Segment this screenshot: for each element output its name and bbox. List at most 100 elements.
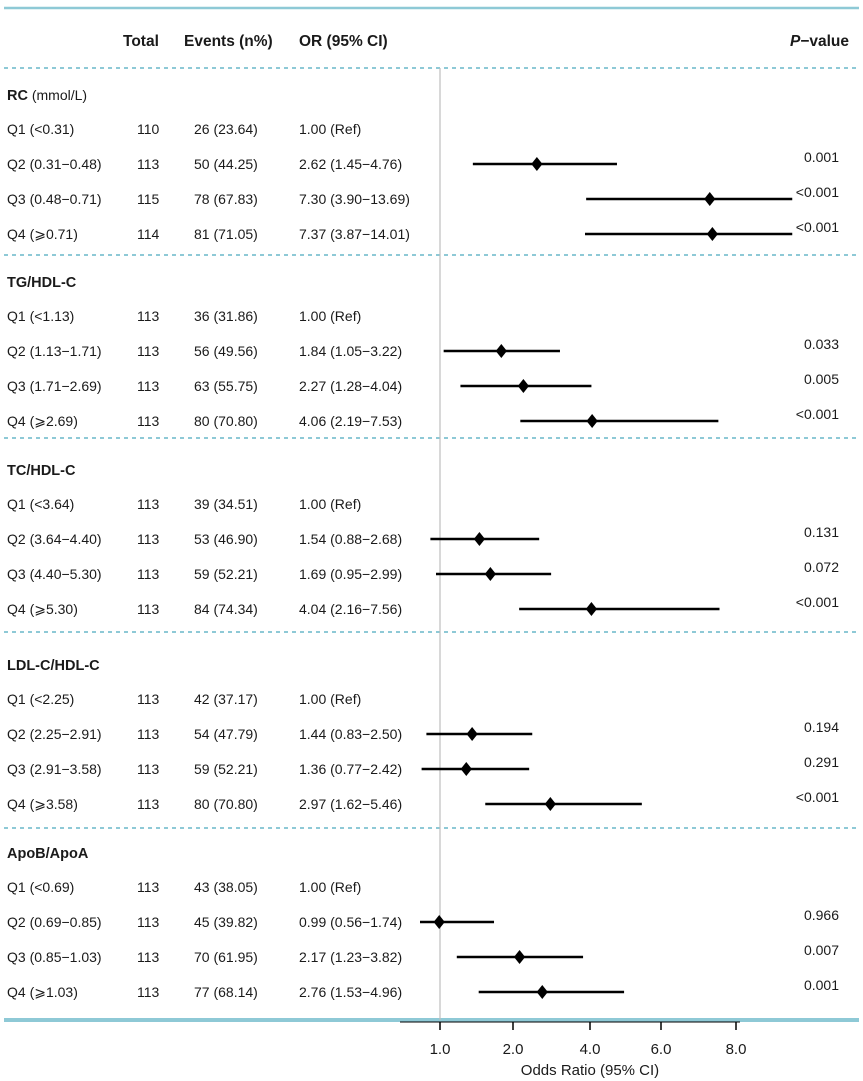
row-p-value: 0.001 <box>804 149 839 165</box>
row-or-ci: 1.00 (Ref) <box>299 879 361 895</box>
or-point <box>706 227 718 241</box>
row-or-ci: 1.00 (Ref) <box>299 308 361 324</box>
row-events: 81 (71.05) <box>194 226 258 242</box>
group-label: TC/HDL-C <box>7 463 76 479</box>
row-or-ci: 7.30 (3.90−13.69) <box>299 191 410 207</box>
or-point <box>495 344 507 358</box>
row-events: 78 (67.83) <box>194 191 258 207</box>
x-tick-label: 2.0 <box>503 1041 524 1058</box>
row-label: Q1 (<1.13) <box>7 308 74 324</box>
row-total: 114 <box>137 226 160 242</box>
group-name: LDL-C/HDL-C <box>7 658 100 674</box>
row-or-ci: 1.00 (Ref) <box>299 496 361 512</box>
row-total: 113 <box>137 984 160 1000</box>
row-p-value: <0.001 <box>796 219 839 235</box>
or-point <box>586 414 598 428</box>
row-or-ci: 0.99 (0.56−1.74) <box>299 914 402 930</box>
row-label: Q3 (2.91−3.58) <box>7 761 102 777</box>
row-label: Q1 (<0.31) <box>7 121 74 137</box>
row-p-value: 0.194 <box>804 719 839 735</box>
row-p-value: 0.072 <box>804 559 839 575</box>
row-events: 70 (61.95) <box>194 949 258 965</box>
row-events: 84 (74.34) <box>194 601 258 617</box>
row-p-value: 0.131 <box>804 524 839 540</box>
row-label: Q4 (⩾2.69) <box>7 413 78 429</box>
row-or-ci: 4.04 (2.16−7.56) <box>299 601 402 617</box>
row-events: 59 (52.21) <box>194 761 258 777</box>
row-total: 113 <box>137 879 160 895</box>
row-label: Q1 (<3.64) <box>7 496 74 512</box>
row-p-value: 0.966 <box>804 907 839 923</box>
row-events: 45 (39.82) <box>194 914 258 930</box>
row-events: 39 (34.51) <box>194 496 258 512</box>
row-total: 113 <box>137 308 160 324</box>
row-events: 53 (46.90) <box>194 531 258 547</box>
row-events: 42 (37.17) <box>194 691 258 707</box>
group-name: ApoB/ApoA <box>7 846 89 862</box>
or-point <box>544 797 556 811</box>
row-p-value: <0.001 <box>796 406 839 422</box>
row-label: Q1 (<0.69) <box>7 879 74 895</box>
row-label: Q4 (⩾0.71) <box>7 226 78 242</box>
row-label: Q3 (0.48−0.71) <box>7 191 102 207</box>
header-or: OR (95% CI) <box>299 33 388 50</box>
row-or-ci: 4.06 (2.19−7.53) <box>299 413 402 429</box>
row-total: 113 <box>137 343 160 359</box>
row-total: 113 <box>137 378 160 394</box>
or-point <box>460 762 472 776</box>
row-events: 80 (70.80) <box>194 413 258 429</box>
row-total: 113 <box>137 914 160 930</box>
row-total: 113 <box>137 496 160 512</box>
header-total: Total <box>123 33 159 50</box>
row-label: Q4 (⩾5.30) <box>7 601 78 617</box>
row-events: 56 (49.56) <box>194 343 258 359</box>
row-or-ci: 2.76 (1.53−4.96) <box>299 984 402 1000</box>
row-events: 59 (52.21) <box>194 566 258 582</box>
row-label: Q2 (1.13−1.71) <box>7 343 102 359</box>
row-label: Q3 (4.40−5.30) <box>7 566 102 582</box>
row-label: Q1 (<2.25) <box>7 691 74 707</box>
row-events: 77 (68.14) <box>194 984 258 1000</box>
or-point <box>531 157 543 171</box>
header-p-italic: P <box>790 33 801 50</box>
row-p-value: 0.291 <box>804 754 839 770</box>
row-or-ci: 1.69 (0.95−2.99) <box>299 566 402 582</box>
row-events: 80 (70.80) <box>194 796 258 812</box>
or-point <box>513 950 526 964</box>
row-label: Q2 (0.69−0.85) <box>7 914 102 930</box>
row-total: 113 <box>137 726 160 742</box>
row-total: 113 <box>137 566 160 582</box>
row-p-value: <0.001 <box>796 789 839 805</box>
header-p-value: P−value <box>790 33 849 50</box>
row-p-value: <0.001 <box>796 184 839 200</box>
row-p-value: 0.033 <box>804 336 839 352</box>
row-total: 113 <box>137 413 160 429</box>
group-label: LDL-C/HDL-C <box>7 658 100 674</box>
row-label: Q4 (⩾3.58) <box>7 796 78 812</box>
row-or-ci: 1.84 (1.05−3.22) <box>299 343 402 359</box>
row-label: Q2 (3.64−4.40) <box>7 531 102 547</box>
x-tick-label: 8.0 <box>726 1041 747 1058</box>
group-name: TC/HDL-C <box>7 463 76 479</box>
row-events: 54 (47.79) <box>194 726 258 742</box>
row-events: 43 (38.05) <box>194 879 258 895</box>
row-total: 113 <box>137 691 160 707</box>
row-total: 110 <box>137 121 160 137</box>
group-name: RC <box>7 88 28 104</box>
group-label: ApoB/ApoA <box>7 846 89 862</box>
row-or-ci: 7.37 (3.87−14.01) <box>299 226 410 242</box>
row-p-value: <0.001 <box>796 594 839 610</box>
row-total: 113 <box>137 156 160 172</box>
or-point <box>585 602 598 616</box>
row-or-ci: 1.44 (0.83−2.50) <box>299 726 402 742</box>
group-unit: (mmol/L) <box>28 87 87 103</box>
row-or-ci: 2.17 (1.23−3.82) <box>299 949 402 965</box>
header-p-rest: −value <box>800 33 849 50</box>
or-point <box>704 192 716 206</box>
row-or-ci: 2.62 (1.45−4.76) <box>299 156 402 172</box>
or-point <box>484 567 496 581</box>
row-total: 113 <box>137 761 160 777</box>
or-point <box>433 915 445 929</box>
row-label: Q4 (⩾1.03) <box>7 984 78 1000</box>
